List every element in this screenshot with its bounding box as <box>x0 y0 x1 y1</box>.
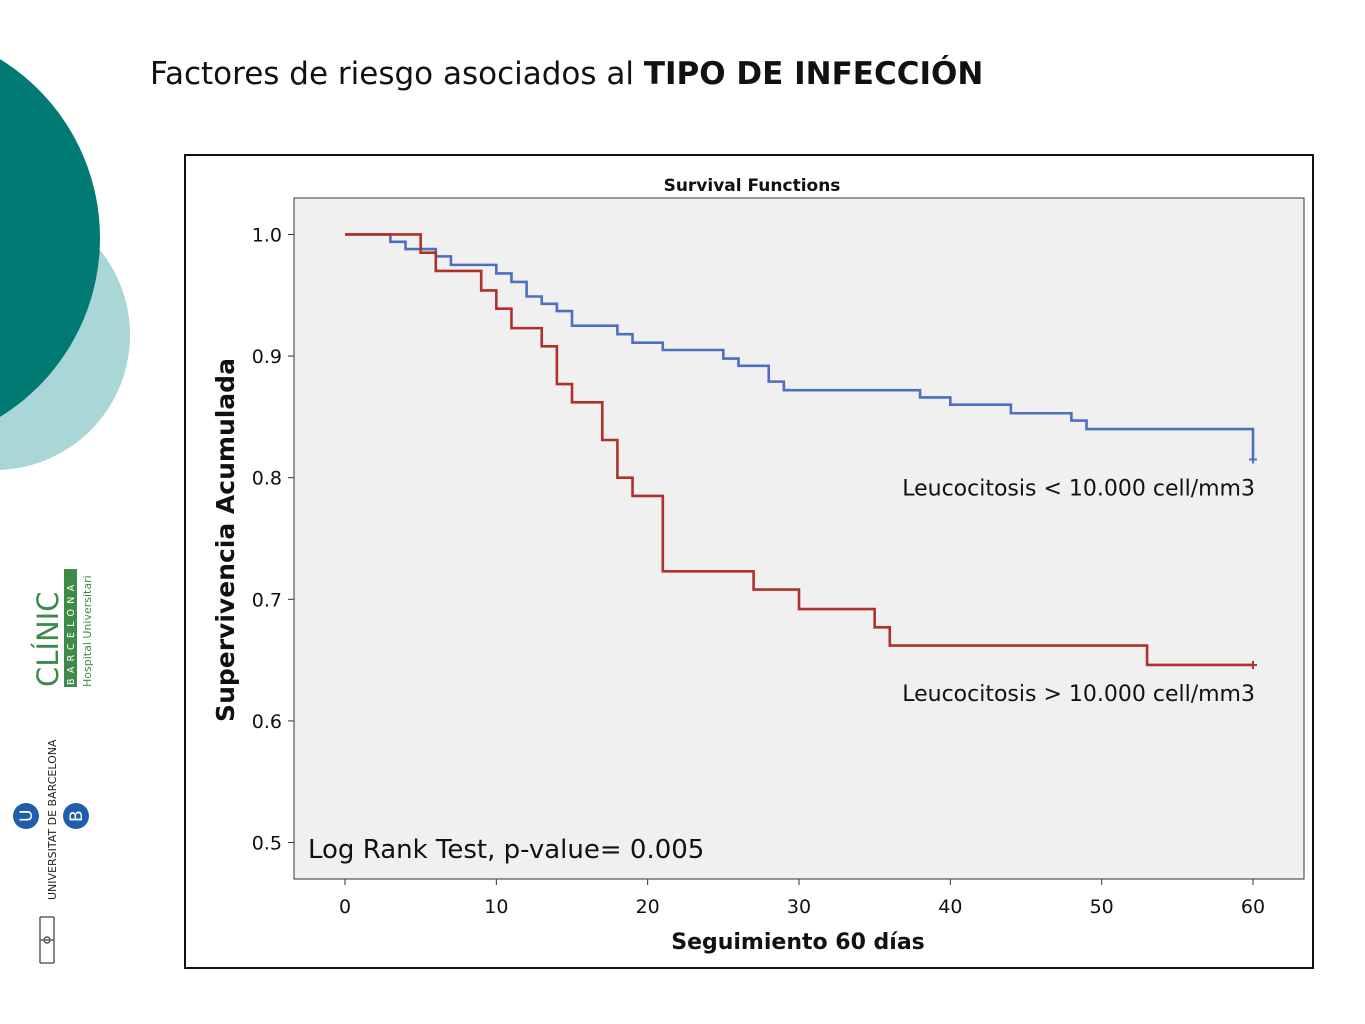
y-axis: 0.5 0.6 0.7 0.8 0.9 1.0 <box>252 224 294 855</box>
censor-mark <box>1249 455 1257 464</box>
decorative-circles <box>0 59 130 470</box>
plot-area <box>293 197 1305 880</box>
ub-logo-text: UNIVERSITAT DE BARCELONA <box>46 739 59 900</box>
series-line-1 <box>345 233 1255 460</box>
x-tick-label: 20 <box>636 896 660 918</box>
ub-b-circle <box>63 803 89 829</box>
chart-frame: Survival Functions 0.5 0.6 0.7 0.8 0.9 1.0 0 1… <box>184 154 1314 969</box>
clinic-logo: CLÍNIC BARCELONA Hospital Universitari <box>31 569 94 687</box>
x-tick-label: 60 <box>1241 896 1265 918</box>
x-tick-label: 30 <box>787 896 811 918</box>
ub-logo: UNIVERSITAT DE BARCELONA U B <box>13 739 89 964</box>
clinic-logo-band <box>64 569 77 687</box>
series-labels: Leucocitosis < 10.000 cell/mm3 Leucocitos… <box>902 476 1255 707</box>
series-layer <box>345 233 1257 669</box>
y-tick-label: 0.9 <box>252 346 282 368</box>
series-line-2 <box>345 233 1253 667</box>
slide-title-prefix: Factores de riesgo asociados al <box>150 56 644 92</box>
y-axis-label: Supervivencia Acumulada <box>211 358 240 722</box>
series-label-2: Leucocitosis > 10.000 cell/mm3 <box>902 682 1255 707</box>
ub-letter-u: U <box>17 810 37 822</box>
clinic-logo-city: BARCELONA <box>66 579 77 685</box>
ub-building-icon <box>39 916 55 964</box>
x-axis-label: Seguimiento 60 días <box>671 930 925 955</box>
chart-title: Survival Functions <box>664 176 841 196</box>
y-tick-label: 0.7 <box>252 589 282 611</box>
x-axis: 0 10 20 30 40 50 60 <box>339 879 1265 918</box>
y-tick-label: 0.6 <box>252 711 282 733</box>
y-tick-label: 0.8 <box>252 468 282 490</box>
y-tick-label: 0.5 <box>252 833 282 855</box>
slide-title-bold: TIPO DE INFECCIÓN <box>643 56 984 92</box>
survival-chart: Survival Functions 0.5 0.6 0.7 0.8 0.9 1.0 0 1… <box>211 176 1305 955</box>
ub-u-circle <box>13 803 39 829</box>
log-rank-annotation: Log Rank Test, p-value= 0.005 <box>308 835 704 865</box>
x-tick-label: 0 <box>339 896 351 918</box>
series-label-1: Leucocitosis < 10.000 cell/mm3 <box>902 476 1255 501</box>
clinic-logo-word: CLÍNIC <box>31 592 65 687</box>
x-tick-label: 50 <box>1090 896 1114 918</box>
clinic-logo-sub: Hospital Universitari <box>81 575 94 687</box>
x-tick-label: 10 <box>484 896 508 918</box>
slide-title: Factores de riesgo asociados al TIPO DE … <box>150 56 983 92</box>
censor-mark <box>1249 660 1257 669</box>
dark-teal-circle <box>0 59 100 417</box>
x-tick-label: 40 <box>938 896 962 918</box>
y-tick-label: 1.0 <box>252 224 282 246</box>
ub-letter-b: B <box>67 810 87 822</box>
